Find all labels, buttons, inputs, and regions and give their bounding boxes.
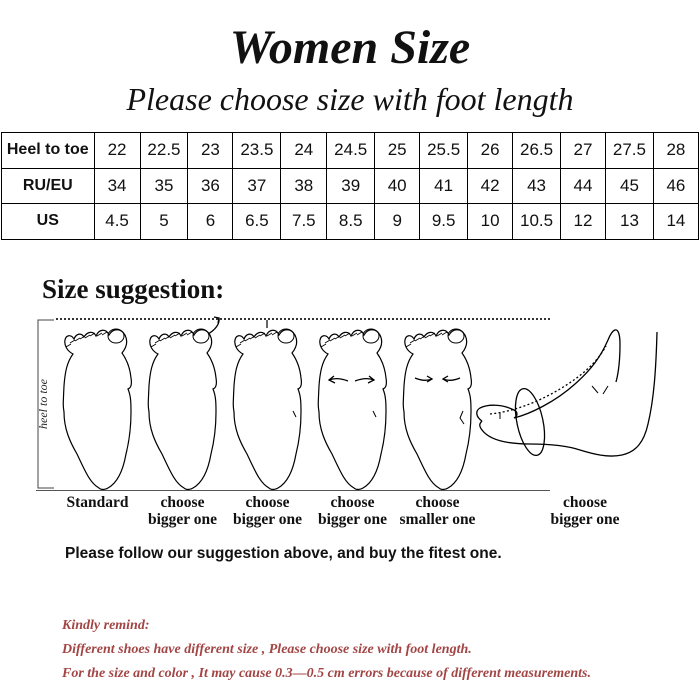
svg-text:heel to toe: heel to toe bbox=[36, 378, 50, 429]
